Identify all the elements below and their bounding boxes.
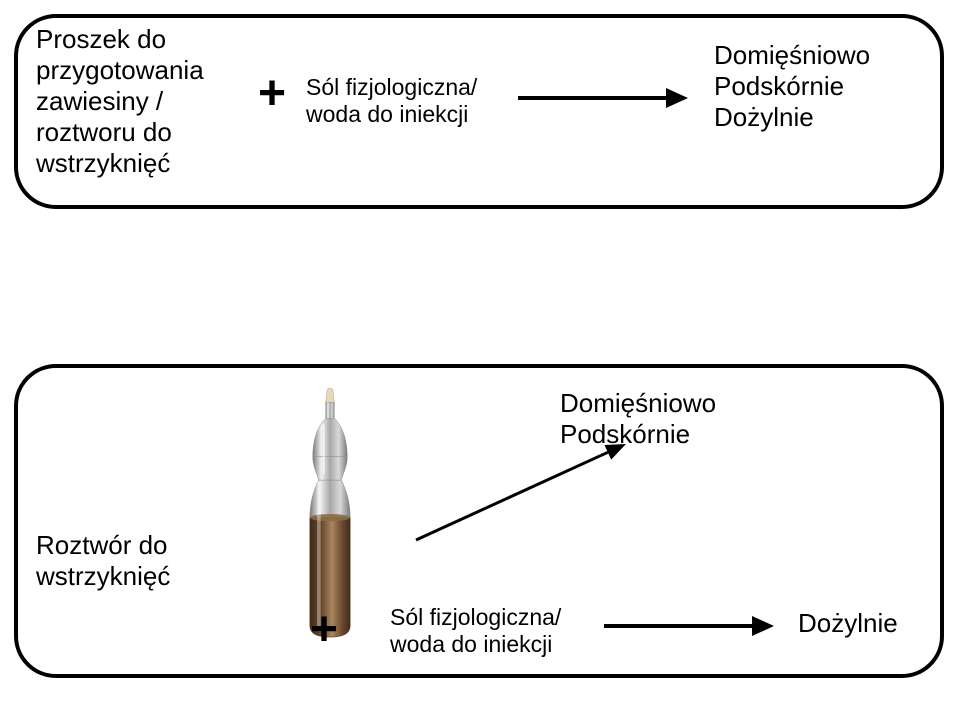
diluent-bottom-text: Sól fizjologiczna/ woda do iniekcji — [390, 604, 561, 658]
arrow-bottom — [576, 598, 802, 654]
diluent-top-text: Sól fizjologiczna/ woda do iniekcji — [306, 74, 477, 128]
routes-iv-text: Dożylnie — [798, 608, 898, 639]
plus-bottom: + — [310, 602, 338, 657]
routes-top-text: Domięśniowo Podskórnie Dożylnie — [714, 40, 870, 133]
plus-top: + — [258, 66, 286, 121]
routes-im-sc-text: Domięśniowo Podskórnie — [560, 388, 716, 450]
page: Proszek do przygotowania zawiesiny / roz… — [0, 0, 959, 702]
solution-text: Roztwór do wstrzyknięć — [36, 530, 170, 592]
arrow-top — [490, 70, 716, 126]
powder-text: Proszek do przygotowania zawiesiny / roz… — [36, 24, 204, 179]
